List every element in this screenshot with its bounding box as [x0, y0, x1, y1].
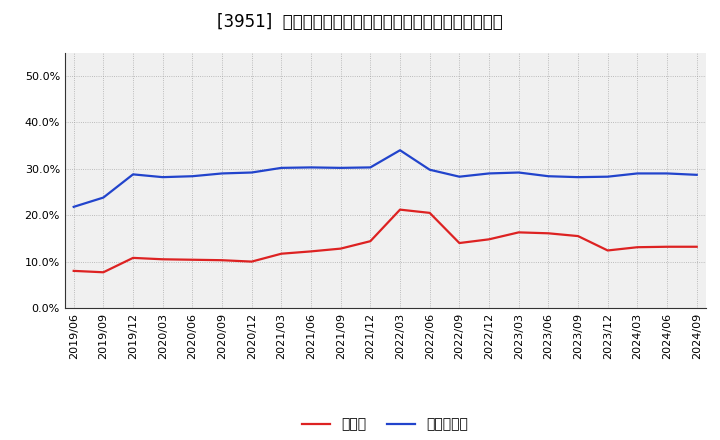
有利子負債 [603, 174, 612, 180]
有利子負債 [217, 171, 226, 176]
現預金 [69, 268, 78, 274]
現預金 [426, 210, 434, 216]
有利子負債 [633, 171, 642, 176]
有利子負債 [307, 165, 315, 170]
有利子負債 [336, 165, 345, 171]
Text: [3951]  現預金、有利子負債の総資産に対する比率の推移: [3951] 現預金、有利子負債の総資産に対する比率の推移 [217, 13, 503, 31]
現預金 [574, 234, 582, 239]
現預金 [366, 238, 374, 244]
現預金 [455, 240, 464, 246]
現預金 [277, 251, 286, 257]
有利子負債 [277, 165, 286, 171]
現預金 [693, 244, 701, 249]
現預金 [188, 257, 197, 262]
現預金 [396, 207, 405, 212]
有利子負債 [693, 172, 701, 177]
有利子負債 [248, 170, 256, 175]
現預金 [248, 259, 256, 264]
現預金 [662, 244, 671, 249]
有利子負債 [158, 175, 167, 180]
現預金 [485, 237, 493, 242]
現預金 [633, 245, 642, 250]
有利子負債 [366, 165, 374, 170]
現預金 [158, 257, 167, 262]
現預金 [99, 270, 108, 275]
有利子負債 [455, 174, 464, 180]
有利子負債 [426, 167, 434, 172]
有利子負債 [485, 171, 493, 176]
有利子負債 [574, 175, 582, 180]
有利子負債 [514, 170, 523, 175]
現預金 [307, 249, 315, 254]
Legend: 現預金, 有利子負債: 現預金, 有利子負債 [297, 412, 474, 437]
現預金 [544, 231, 553, 236]
Line: 有利子負債: 有利子負債 [73, 150, 697, 207]
有利子負債 [129, 172, 138, 177]
現預金 [336, 246, 345, 251]
有利子負債 [188, 174, 197, 179]
有利子負債 [69, 204, 78, 209]
Line: 現預金: 現預金 [73, 209, 697, 272]
有利子負債 [662, 171, 671, 176]
現預金 [129, 255, 138, 260]
現預金 [603, 248, 612, 253]
有利子負債 [99, 195, 108, 200]
有利子負債 [544, 174, 553, 179]
現預金 [217, 257, 226, 263]
有利子負債 [396, 147, 405, 153]
現預金 [514, 230, 523, 235]
